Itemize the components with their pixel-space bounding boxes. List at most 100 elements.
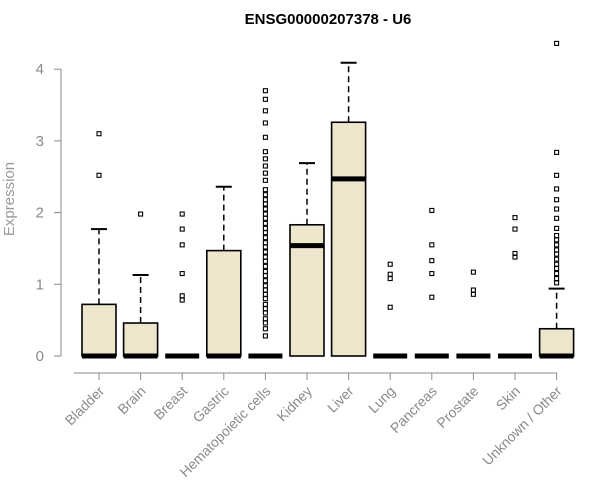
outlier-point — [262, 177, 268, 183]
x-tick-label-lung: Lung — [365, 383, 398, 416]
box-body — [122, 322, 159, 357]
outlier-point — [179, 242, 185, 248]
outlier-point — [262, 240, 268, 246]
chart-title: ENSG00000207378 - U6 — [245, 11, 412, 28]
outlier-point — [470, 291, 476, 297]
outlier-point — [470, 287, 476, 293]
y-tick-label: 4 — [36, 61, 44, 78]
box-hematopoietic-cells — [248, 88, 283, 359]
x-tick-label-unknown-other: Unknown / Other — [479, 383, 565, 469]
outlier-point — [262, 306, 268, 312]
outlier-point — [554, 256, 560, 262]
x-tick-label-breast: Breast — [150, 383, 190, 423]
outlier-point — [554, 265, 560, 272]
x-tick-label-bladder: Bladder — [62, 383, 108, 429]
outlier-point — [554, 242, 560, 248]
box-gastric — [206, 185, 242, 359]
outlier-point — [554, 237, 560, 243]
box-body — [330, 121, 367, 357]
outlier-point — [262, 211, 268, 217]
outlier-point — [262, 291, 268, 297]
outlier-point — [262, 170, 268, 176]
y-ticks: 0 1 2 3 4 — [36, 61, 61, 365]
box-skin — [498, 215, 532, 359]
outlier-point — [554, 232, 560, 239]
outlier-point — [554, 149, 560, 155]
y-axis-label: Expression — [1, 162, 18, 236]
outlier-point — [262, 278, 268, 284]
outlier-point — [262, 333, 268, 339]
y-tick-label: 3 — [36, 133, 44, 150]
outlier-point — [554, 270, 560, 277]
outlier-point — [96, 131, 102, 137]
outlier-point — [262, 273, 268, 279]
box-body — [206, 249, 242, 357]
outlier-point — [554, 40, 560, 46]
outlier-point — [262, 283, 268, 289]
box-body — [538, 327, 575, 357]
outlier-point — [262, 134, 268, 140]
outlier-point — [262, 225, 268, 231]
outlier-point — [262, 320, 268, 326]
outlier-point — [470, 269, 476, 275]
box-unknown-other — [538, 40, 575, 359]
outlier-point — [179, 226, 185, 232]
outlier-point — [262, 201, 268, 207]
x-tick-label-brain: Brain — [114, 383, 148, 417]
outlier-point — [262, 156, 268, 162]
outlier-point — [554, 215, 560, 221]
outlier-point — [262, 235, 268, 241]
outlier-point — [262, 263, 268, 269]
outlier-point — [262, 88, 268, 94]
outlier-point — [262, 96, 268, 102]
outlier-point — [262, 120, 268, 126]
outlier-point — [262, 301, 268, 307]
outlier-point — [387, 271, 393, 277]
outlier-point — [512, 250, 518, 257]
y-tick-label: 2 — [36, 205, 44, 222]
outlier-point — [262, 230, 268, 236]
box-liver — [330, 61, 367, 357]
outlier-point — [262, 206, 268, 212]
outlier-point — [262, 192, 268, 198]
outlier-point — [387, 261, 393, 267]
outlier-point — [554, 247, 560, 253]
outlier-point — [554, 251, 560, 257]
outlier-point — [554, 172, 560, 178]
outlier-point — [179, 293, 185, 299]
outlier-point — [429, 270, 435, 277]
x-tick-label-skin: Skin — [493, 383, 524, 414]
outlier-point — [554, 225, 560, 231]
outlier-point — [179, 211, 185, 217]
outlier-point — [429, 258, 435, 264]
outlier-point — [512, 215, 518, 221]
outlier-point — [262, 310, 268, 316]
outlier-point — [262, 197, 268, 203]
outlier-point — [179, 297, 185, 303]
outlier-point — [554, 197, 560, 203]
outlier-point — [262, 296, 268, 302]
box-kidney — [289, 162, 325, 357]
outlier-point — [262, 287, 268, 293]
outlier-point — [262, 108, 268, 114]
box-lung — [373, 261, 408, 359]
y-tick-label: 0 — [36, 348, 44, 365]
outlier-point — [262, 163, 268, 169]
outlier-point — [262, 268, 268, 274]
outlier-point — [429, 207, 435, 213]
outlier-point — [554, 261, 560, 267]
outlier-point — [429, 294, 435, 300]
y-tick-label: 1 — [36, 276, 44, 293]
outlier-point — [554, 186, 560, 192]
x-tick-label-prostate: Prostate — [433, 383, 481, 431]
x-tick-label-liver: Liver — [324, 383, 357, 416]
outlier-point — [96, 172, 102, 178]
outlier-point — [554, 276, 560, 282]
outlier-point — [554, 206, 560, 212]
outlier-point — [262, 316, 268, 322]
outlier-point — [387, 276, 393, 282]
box-body — [81, 303, 117, 357]
